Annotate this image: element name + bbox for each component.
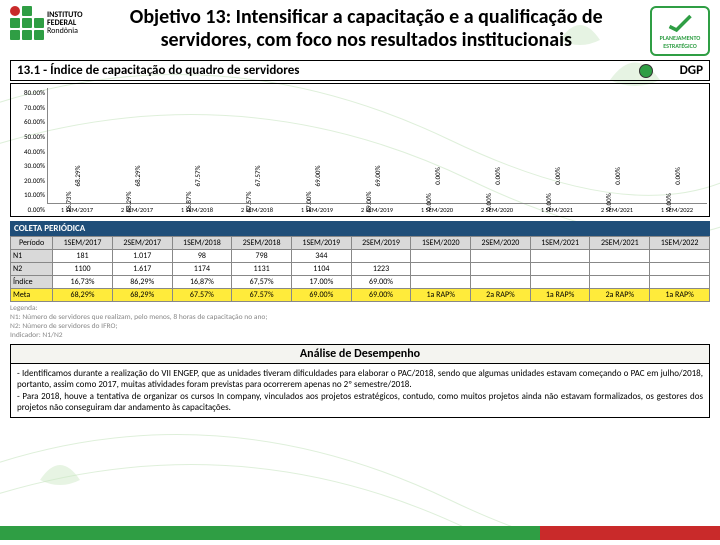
analysis-header: Análise de Desempenho	[10, 344, 710, 364]
chart-bars-area: 16.73%68.29%68.29%68.29%16.87%67.57%67.5…	[47, 88, 707, 204]
indicator-title: 13.1 - Índice de capacitação do quadro d…	[17, 63, 639, 78]
planejamento-logo: PLANEJAMENTO ESTRATÉGICO	[650, 6, 710, 56]
legend-line-1: N1: Número de servidores que realizam, p…	[10, 313, 710, 322]
status-indicator-dot	[639, 64, 653, 78]
chart-y-axis: 0.00%10.00%20.00%30.00%40.00%50.00%60.00…	[13, 88, 47, 214]
footer-color-bar	[0, 526, 720, 540]
legend-block: Legenda: N1: Número de servidores que re…	[10, 304, 710, 340]
slide-header: INSTITUTO FEDERAL Rondônia Objetivo 13: …	[0, 0, 720, 58]
data-table-section: COLETA PERIÓDICA Período1SEM/20172SEM/20…	[10, 221, 710, 302]
slide-title: Objetivo 13: Intensificar a capacitação …	[83, 6, 650, 52]
legend-line-3: Indicador: N1/N2	[10, 331, 710, 340]
indicator-header-row: 13.1 - Índice de capacitação do quadro d…	[10, 60, 710, 81]
instituto-federal-logo: INSTITUTO FEDERAL Rondônia	[10, 6, 83, 40]
table-header-bar: COLETA PERIÓDICA	[10, 221, 710, 236]
legend-title: Legenda:	[10, 304, 710, 313]
logo-text-3: Rondônia	[47, 27, 83, 35]
bar-chart: 0.00%10.00%20.00%30.00%40.00%50.00%60.00…	[10, 83, 710, 217]
indicator-owner: DGP	[653, 63, 703, 78]
data-table: Período1SEM/20172SEM/20171SEM/20182SEM/2…	[10, 236, 710, 302]
analysis-body: - Identificamos durante a realização do …	[10, 364, 710, 418]
legend-line-2: N2: Número de servidores do IFRO;	[10, 322, 710, 331]
